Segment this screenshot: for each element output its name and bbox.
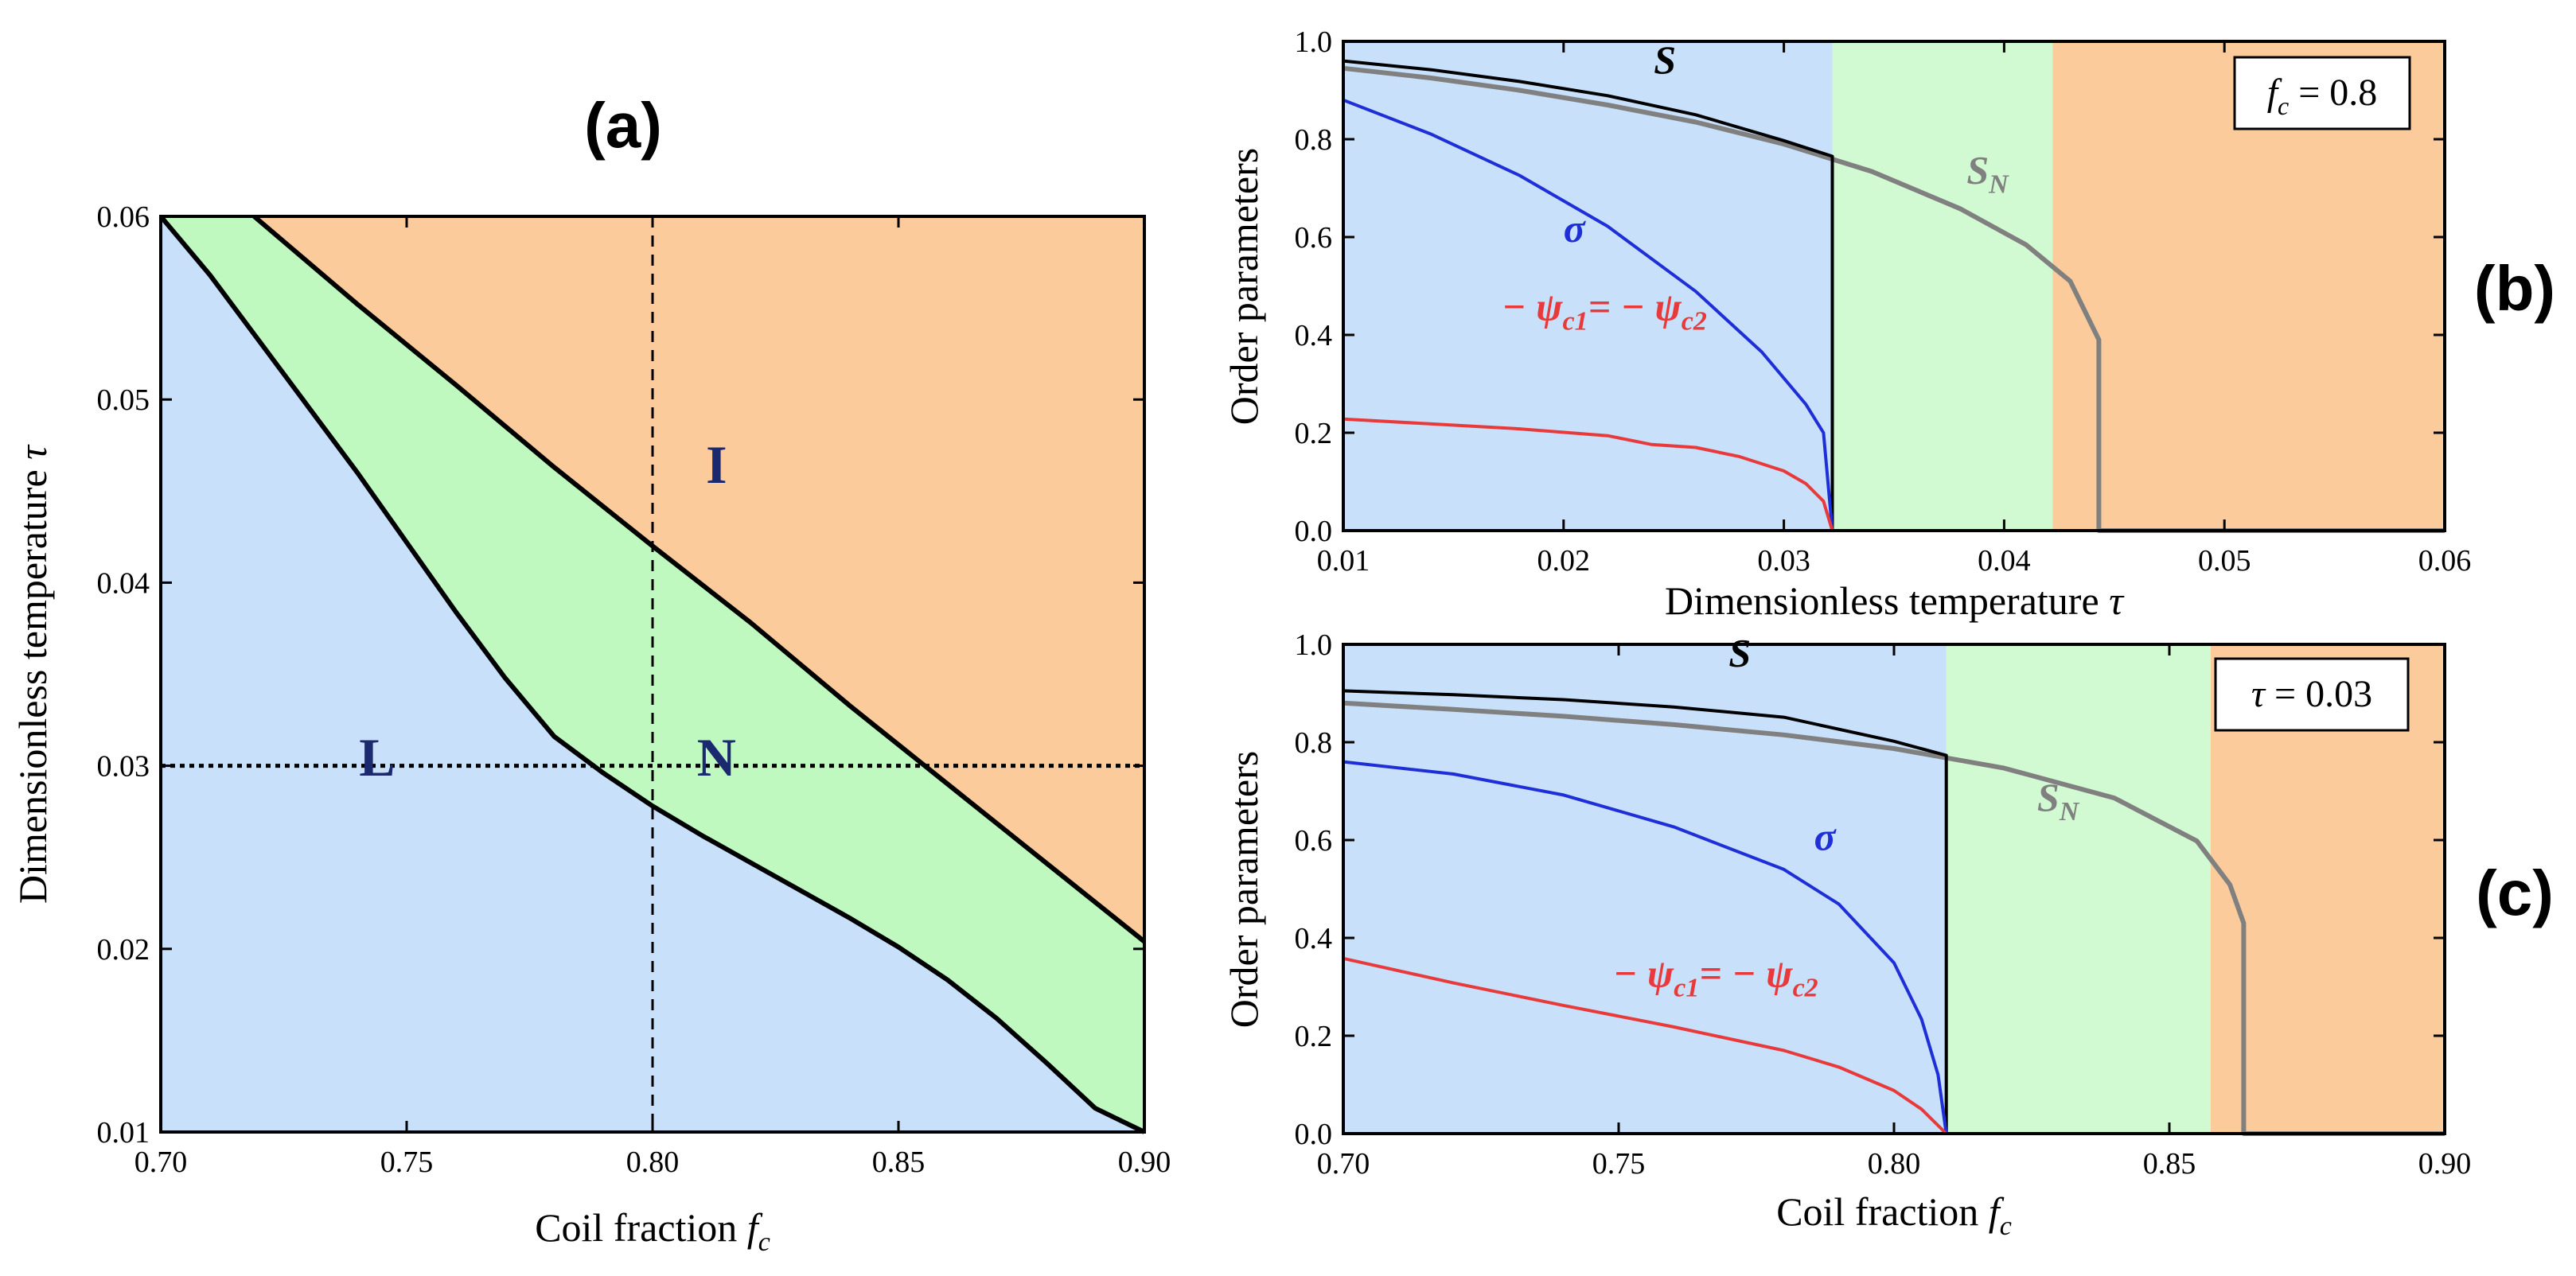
panel-c-series-psi-line [1343, 956, 2445, 1135]
panel-b-y-tick-label: 0.0 [1295, 515, 1333, 548]
panel-c-x-tick-label: 0.85 [2143, 1147, 2196, 1181]
panel-b-x-axis-label: Dimensionless temperature τ [1665, 578, 2125, 623]
panel-b-label-sigma: σ [1564, 206, 1587, 251]
region-label-isotropic: I [706, 434, 727, 495]
panel-b-label-s-n: SN [1966, 147, 2009, 199]
panel-a-x-tick-label: 0.90 [1118, 1146, 1171, 1179]
panel-a-y-tick-label: 0.01 [97, 1116, 150, 1150]
panel-b-y-tick-label: 1.0 [1295, 25, 1333, 59]
panel-a-x-tick-label: 0.70 [134, 1146, 188, 1179]
panel-c-y-tick-label: 0.8 [1295, 726, 1333, 760]
svg-text:fc = 0.8: fc = 0.8 [2267, 72, 2378, 120]
panel-c-series-S-line [1343, 689, 1948, 1134]
panel-b-series-sigma-line [1343, 98, 1834, 531]
panel-b-x-tick-label: 0.03 [1757, 544, 1810, 578]
panel-a-title: (a) [584, 90, 662, 161]
panel-c-title: (c) [2476, 858, 2554, 928]
panel-c-x-tick-label: 0.90 [2418, 1147, 2472, 1181]
panel-b-order-vs-temperature: 0.01 0.02 0.03 0.04 0.05 0.06 0.0 0.2 0.4 0.6 0.8 1… [1222, 25, 2555, 623]
panel-b-label-psi: − ψc1= − ψc2 [1502, 285, 1707, 337]
panel-a-y-tick-label: 0.02 [97, 933, 150, 967]
region-label-nematic: N [697, 727, 736, 788]
panel-b-y-tick-label: 0.4 [1295, 319, 1333, 352]
panel-a-x-tick-label: 0.75 [380, 1146, 434, 1179]
panel-c-annotation-box: τ = 0.03 [2214, 657, 2410, 732]
region-isotropic-fill [254, 216, 1144, 942]
panel-c-label-s-n: SN [2037, 775, 2080, 827]
panel-b-x-tick-label: 0.05 [2198, 544, 2251, 578]
panel-b-y-tick-label: 0.8 [1295, 123, 1333, 157]
panel-c-y-tick-label: 0.0 [1295, 1118, 1333, 1151]
panel-c-label-psi: − ψc1= − ψc2 [1613, 951, 1818, 1003]
panel-a-x-axis-label: Coil fraction fc [535, 1205, 770, 1257]
panel-a-x-tick-label: 0.80 [626, 1146, 680, 1179]
panel-a-y-tick-label: 0.06 [97, 200, 150, 234]
panel-c-order-vs-coil-fraction: 0.70 0.75 0.80 0.85 0.90 0.0 0.2 0.4 0.6 0.8 1.0 S… [1222, 628, 2554, 1241]
panel-c-phase-lamellar [1343, 644, 1947, 1134]
panel-c-x-tick-label: 0.70 [1317, 1147, 1370, 1181]
panel-c-x-axis-label: Coil fraction fc [1776, 1189, 2012, 1241]
panel-c-y-tick-label: 0.2 [1295, 1020, 1333, 1053]
panel-c-series-SN-line [1343, 700, 2445, 1136]
panel-b-annotation-box: fc = 0.8 [2233, 56, 2411, 130]
panel-b-phase-lamellar [1343, 41, 1833, 531]
panel-b-frame [1342, 40, 2446, 532]
panel-b-title: (b) [2474, 253, 2555, 324]
panel-a-y-tick-label: 0.03 [97, 750, 150, 784]
boundary-n-i-line [252, 214, 1146, 943]
panel-a-y-axis-label: Dimensionless temperature τ [10, 444, 55, 904]
panel-b-series-S-line [1343, 59, 1834, 531]
panel-c-y-tick-label: 0.4 [1295, 922, 1333, 955]
panel-c-x-tick-label: 0.80 [1868, 1147, 1921, 1181]
panel-b-y-axis-label: Order parameters [1222, 148, 1266, 425]
panel-c-series-sigma-line [1343, 760, 1948, 1134]
panel-a-y-tick-label: 0.04 [97, 566, 150, 600]
panel-b-phase-nematic [1832, 41, 2053, 531]
panel-b-x-tick-label: 0.06 [2418, 544, 2472, 578]
panel-b-y-tick-label: 0.6 [1295, 221, 1333, 255]
panel-b-y-tick-label: 0.2 [1295, 417, 1333, 450]
panel-c-phase-nematic [1946, 644, 2211, 1134]
panel-b-series-psi-line [1343, 417, 2445, 532]
panel-b-label-s: S [1654, 37, 1676, 82]
panel-c-y-axis-label: Order parameters [1222, 751, 1266, 1028]
panel-c-y-tick-label: 0.6 [1295, 824, 1333, 858]
boundary-l-n-line [158, 215, 1146, 1134]
panel-c-label-sigma: σ [1814, 814, 1837, 858]
panel-c-label-s: S [1728, 631, 1751, 675]
panel-a-x-tick-label: 0.85 [872, 1146, 926, 1179]
panel-b-x-tick-label: 0.01 [1317, 544, 1370, 578]
panel-b-series-SN-line [1343, 65, 2445, 533]
panel-a-phase-diagram: (a) 0.70 0.75 0.80 0.85 0.90 0.01 0.02 0.03 0.04… [10, 90, 1171, 1257]
panel-b-x-tick-label: 0.04 [1978, 544, 2031, 578]
panel-c-x-tick-label: 0.75 [1592, 1147, 1646, 1181]
panel-c-y-tick-label: 1.0 [1295, 628, 1333, 662]
panel-a-y-tick-label: 0.05 [97, 383, 150, 417]
region-label-lamellar: L [359, 727, 395, 788]
panel-b-x-tick-label: 0.02 [1537, 544, 1591, 578]
svg-text:τ = 0.03: τ = 0.03 [2251, 673, 2372, 715]
